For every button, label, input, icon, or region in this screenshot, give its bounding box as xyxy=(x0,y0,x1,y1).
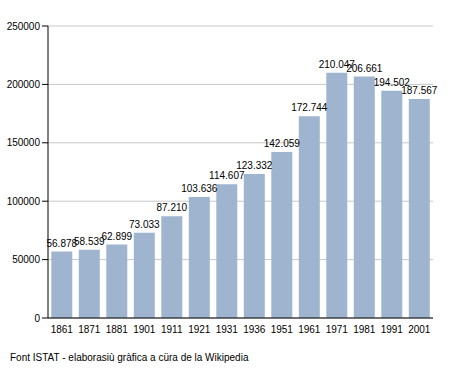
svg-text:87.210: 87.210 xyxy=(157,202,188,213)
svg-text:150000: 150000 xyxy=(8,137,40,148)
svg-text:1911: 1911 xyxy=(161,324,183,335)
svg-text:187.567: 187.567 xyxy=(401,85,438,96)
svg-text:1936: 1936 xyxy=(243,324,266,335)
svg-text:1901: 1901 xyxy=(133,324,156,335)
svg-text:56.878: 56.878 xyxy=(47,238,78,249)
svg-text:1951: 1951 xyxy=(271,324,294,335)
svg-text:194.502: 194.502 xyxy=(373,76,410,88)
svg-text:1961: 1961 xyxy=(298,324,321,335)
svg-text:123.332: 123.332 xyxy=(236,160,273,171)
svg-text:58.539: 58.539 xyxy=(74,236,105,247)
svg-text:2001: 2001 xyxy=(408,324,431,335)
svg-text:100000: 100000 xyxy=(8,196,40,207)
svg-text:172.744: 172.744 xyxy=(291,102,328,113)
svg-text:50000: 50000 xyxy=(12,254,40,265)
svg-text:73.033: 73.033 xyxy=(129,219,160,230)
svg-text:103.636: 103.636 xyxy=(181,183,218,194)
html-text:Font ISTAT - elaborasiù gràfic: Font ISTAT - elaborasiù gràfica a cüra d… xyxy=(10,352,249,363)
svg-text:142.059: 142.059 xyxy=(264,138,301,149)
svg-text:1881: 1881 xyxy=(106,324,129,335)
svg-text:210.047: 210.047 xyxy=(318,58,355,70)
svg-text:1871: 1871 xyxy=(78,324,101,335)
svg-text:62.899: 62.899 xyxy=(102,231,133,242)
svg-text:0: 0 xyxy=(34,313,40,324)
svg-text:250000: 250000 xyxy=(8,21,40,32)
svg-text:1921: 1921 xyxy=(188,324,211,335)
svg-text:1991: 1991 xyxy=(381,324,404,335)
svg-text:1971: 1971 xyxy=(326,324,349,335)
svg-text:1861: 1861 xyxy=(51,324,74,335)
svg-text:114.607: 114.607 xyxy=(209,170,245,181)
svg-text:1931: 1931 xyxy=(216,324,239,335)
svg-text:1981: 1981 xyxy=(353,324,376,335)
svg-text:200000: 200000 xyxy=(8,79,40,90)
svg-text:206.661: 206.661 xyxy=(346,63,383,74)
